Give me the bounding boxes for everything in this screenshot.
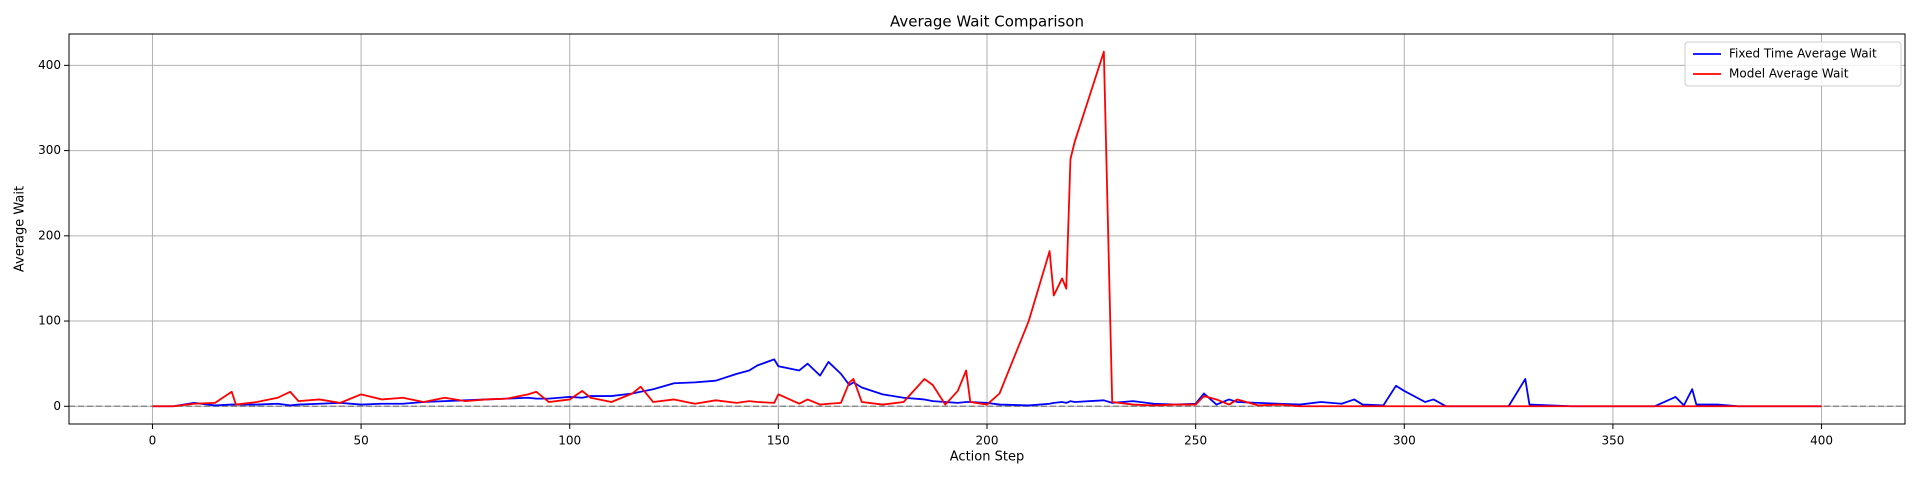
x-tick-label: 100 xyxy=(558,434,581,448)
x-tick-label: 250 xyxy=(1184,434,1207,448)
x-tick-label: 200 xyxy=(976,434,999,448)
x-axis-label: Action Step xyxy=(950,450,1024,465)
legend-box xyxy=(1684,41,1902,87)
y-tick-label: 100 xyxy=(38,314,61,328)
y-tick-label: 200 xyxy=(38,228,61,242)
x-tick-label: 50 xyxy=(353,434,368,448)
y-tick-label: 400 xyxy=(38,58,61,72)
legend-label: Fixed Time Average Wait xyxy=(1729,47,1877,61)
plot-frame xyxy=(68,33,1906,425)
x-tick-label: 300 xyxy=(1393,434,1416,448)
y-tick-label: 0 xyxy=(53,399,61,413)
x-tick-label: 0 xyxy=(149,434,157,448)
x-tick-label: 400 xyxy=(1810,434,1833,448)
legend-label: Model Average Wait xyxy=(1729,67,1849,81)
legend: Fixed Time Average Wait Model Average Wai… xyxy=(1684,41,1902,87)
y-tick-label: 300 xyxy=(38,143,61,157)
series-line xyxy=(152,50,1822,408)
x-tick-label: 150 xyxy=(767,434,790,448)
chart-title: Average Wait Comparison xyxy=(890,13,1084,31)
y-axis-label: Average Wait xyxy=(13,186,28,272)
x-tick-label: 350 xyxy=(1601,434,1624,448)
